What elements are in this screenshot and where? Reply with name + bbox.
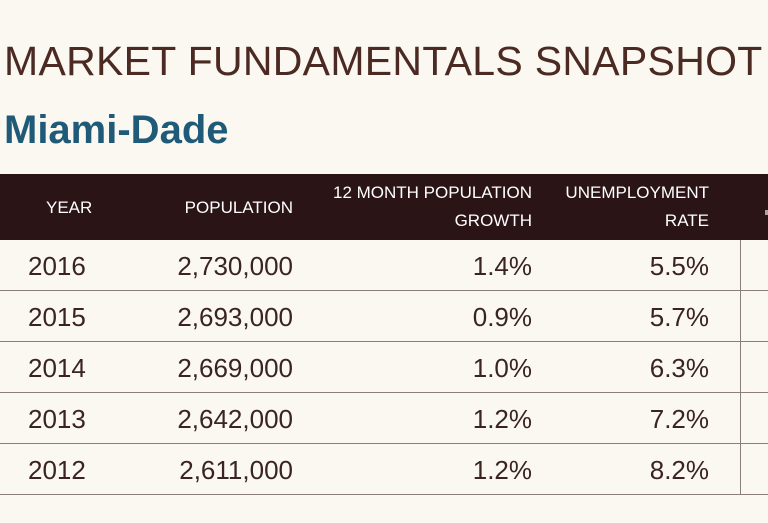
header-year: YEAR xyxy=(46,198,93,217)
header-growth-line1: 12 MONTH POPULATION xyxy=(333,183,532,202)
cell-unemployment: 5.5% xyxy=(649,251,709,281)
header-growth-line2: GROWTH xyxy=(454,211,532,230)
cell-growth: 1.2% xyxy=(472,455,532,485)
header-unemployment-line2: RATE xyxy=(664,211,709,230)
header-population: POPULATION xyxy=(184,198,293,217)
cell-unemployment: 6.3% xyxy=(649,353,709,383)
cell-population: 2,611,000 xyxy=(179,455,293,485)
cell-year: 2013 xyxy=(28,404,86,434)
cell-population: 2,730,000 xyxy=(177,251,293,281)
header-unemployment: UNEMPLOYMENT RATE xyxy=(540,179,709,235)
table-row: 2013 2,642,000 1.2% 7.2% xyxy=(0,393,768,444)
table-row: 2012 2,611,000 1.2% 8.2% xyxy=(0,444,768,495)
cell-population: 2,642,000 xyxy=(177,404,293,434)
cell-year: 2014 xyxy=(28,353,86,383)
table-header: YEAR POPULATION 12 MONTH POPULATION GROW… xyxy=(0,174,768,240)
page-title: MARKET FUNDAMENTALS SNAPSHOT xyxy=(4,38,763,84)
column-divider xyxy=(740,444,741,494)
cell-population: 2,693,000 xyxy=(177,302,293,332)
header-growth: 12 MONTH POPULATION GROWTH xyxy=(300,179,532,235)
cell-unemployment: 5.7% xyxy=(649,302,709,332)
cell-growth: 1.4% xyxy=(472,251,532,281)
cell-unemployment: 7.2% xyxy=(649,404,709,434)
region-subtitle: Miami-Dade xyxy=(4,108,229,152)
table-row: 2016 2,730,000 1.4% 5.5% xyxy=(0,240,768,291)
cell-growth: 0.9% xyxy=(472,302,532,332)
cell-growth: 1.0% xyxy=(472,353,532,383)
cell-year: 2012 xyxy=(28,455,86,485)
column-divider xyxy=(740,393,741,443)
table-row: 2015 2,693,000 0.9% 5.7% xyxy=(0,291,768,342)
header-unemployment-line1: UNEMPLOYMENT xyxy=(565,183,709,202)
column-divider xyxy=(740,342,741,392)
fundamentals-table: YEAR POPULATION 12 MONTH POPULATION GROW… xyxy=(0,174,768,495)
cell-year: 2016 xyxy=(28,251,86,281)
table-row: 2014 2,669,000 1.0% 6.3% xyxy=(0,342,768,393)
cell-unemployment: 8.2% xyxy=(649,455,709,485)
cell-year: 2015 xyxy=(28,302,86,332)
header-edge-mark xyxy=(765,210,768,215)
cell-population: 2,669,000 xyxy=(177,353,293,383)
column-divider xyxy=(740,240,741,290)
cell-growth: 1.2% xyxy=(472,404,532,434)
column-divider xyxy=(740,291,741,341)
